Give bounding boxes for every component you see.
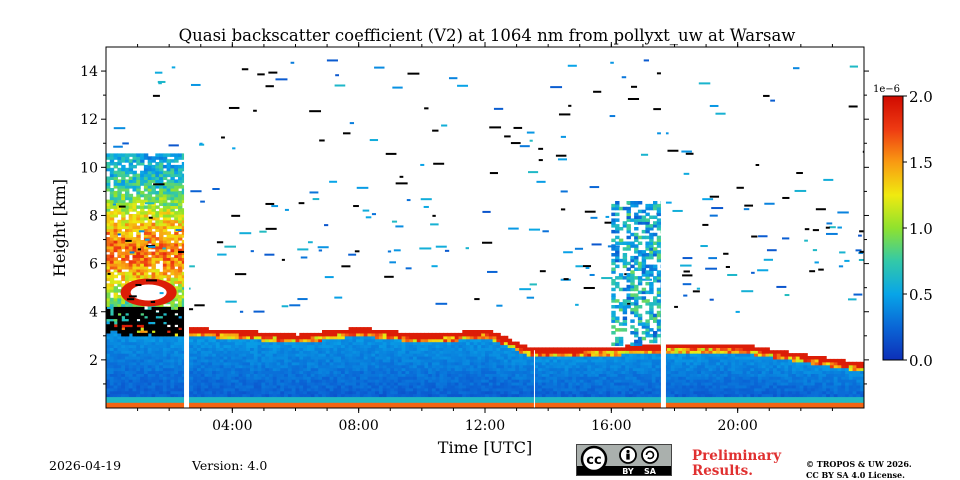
data-gap — [660, 47, 666, 408]
footer-date: 2026-04-19 — [49, 458, 122, 473]
x-axis-label: Time [UTC] — [438, 438, 532, 457]
backscatter-heatmap — [106, 47, 864, 408]
copyright-line2: CC BY SA 4.0 License. — [806, 470, 905, 480]
cc-sa-label: SA — [644, 467, 657, 475]
y-tick-label: 8 — [89, 208, 98, 224]
footer-version: Version: 4.0 — [192, 458, 268, 473]
y-tick-label: 2 — [89, 353, 98, 369]
cc-license-badge: cc BY SA — [576, 444, 672, 476]
y-tick-label: 10 — [80, 160, 98, 176]
colorbar-tick-label: 0.5 — [909, 286, 933, 304]
preliminary-notice: Preliminary Results. — [692, 449, 781, 479]
x-tick-label: 20:00 — [717, 418, 757, 434]
x-tick-label: 12:00 — [465, 418, 505, 434]
chart-title: Quasi backscatter coefficient (V2) at 10… — [179, 26, 796, 45]
cc-circle-icon — [580, 445, 608, 473]
colorbar-tick-label: 1.0 — [909, 220, 933, 238]
copyright-notice: © TROPOS & UW 2026. CC BY SA 4.0 License… — [806, 459, 912, 480]
copyright-line1: © TROPOS & UW 2026. — [806, 459, 912, 469]
share-alike-icon — [641, 446, 659, 464]
colorbar-tick-label: 0.0 — [909, 352, 933, 370]
y-axis: 2 4 6 8 10 12 14 — [80, 64, 869, 385]
y-tick-label: 6 — [89, 257, 98, 273]
data-gap — [184, 47, 190, 408]
x-tick-label: 08:00 — [338, 418, 378, 434]
colorbar-tick-label: 1.5 — [909, 154, 933, 172]
cc-by-label: BY — [622, 467, 634, 475]
preliminary-line1: Preliminary — [692, 448, 782, 464]
y-axis-label: Height [km] — [50, 179, 69, 277]
y-tick-label: 12 — [80, 112, 98, 128]
colorbar: 1e−6 0.0 0.5 1.0 1.5 2.0 — [873, 84, 933, 370]
preliminary-line2: Results. — [692, 463, 753, 479]
x-axis: 04:00 08:00 12:00 16:00 20:00 — [137, 42, 833, 434]
y-tick-label: 14 — [80, 64, 98, 80]
x-tick-label: 04:00 — [212, 418, 252, 434]
colorbar-exponent: 1e−6 — [873, 84, 900, 95]
colorbar-gradient — [882, 95, 904, 361]
y-tick-label: 4 — [89, 305, 98, 321]
x-tick-label: 16:00 — [591, 418, 631, 434]
colorbar-tick-label: 2.0 — [909, 88, 933, 106]
